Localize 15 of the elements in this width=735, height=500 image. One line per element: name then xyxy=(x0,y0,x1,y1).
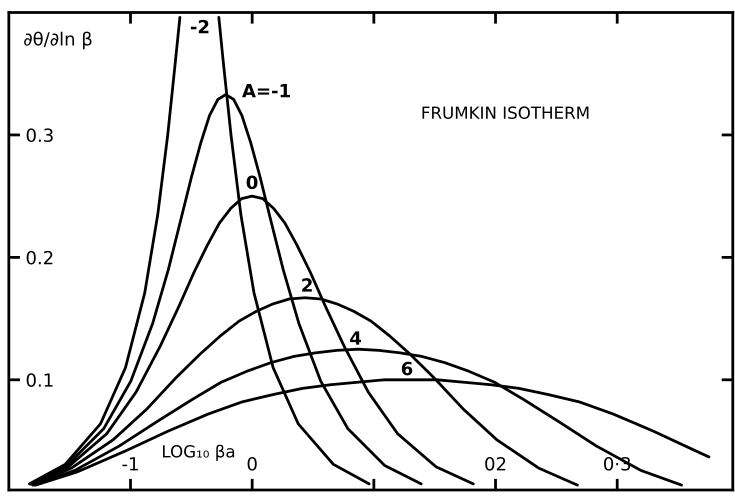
y-axis-title: ∂θ/∂ln β xyxy=(24,32,92,50)
text: FRUMKIN ISOTHERM xyxy=(422,106,588,120)
y-tick-label: 0.3 xyxy=(26,128,53,142)
annotation: 0 xyxy=(246,176,258,190)
x-tick-label: 0 xyxy=(248,456,257,471)
x-tick-label: -1 xyxy=(122,457,138,470)
annotation: 2 xyxy=(302,278,312,292)
y-tick-label: 0.2 xyxy=(26,250,52,264)
annotation: 4 xyxy=(350,331,362,345)
annotation: -2 xyxy=(190,20,208,34)
annotation: 6 xyxy=(402,362,412,376)
x-tick-label: 02 xyxy=(485,456,506,471)
y-tick-label: 0.1 xyxy=(26,373,53,387)
annotation: A=-1 xyxy=(242,84,290,98)
x-axis-title: LOG₁₀ βa xyxy=(163,444,234,461)
